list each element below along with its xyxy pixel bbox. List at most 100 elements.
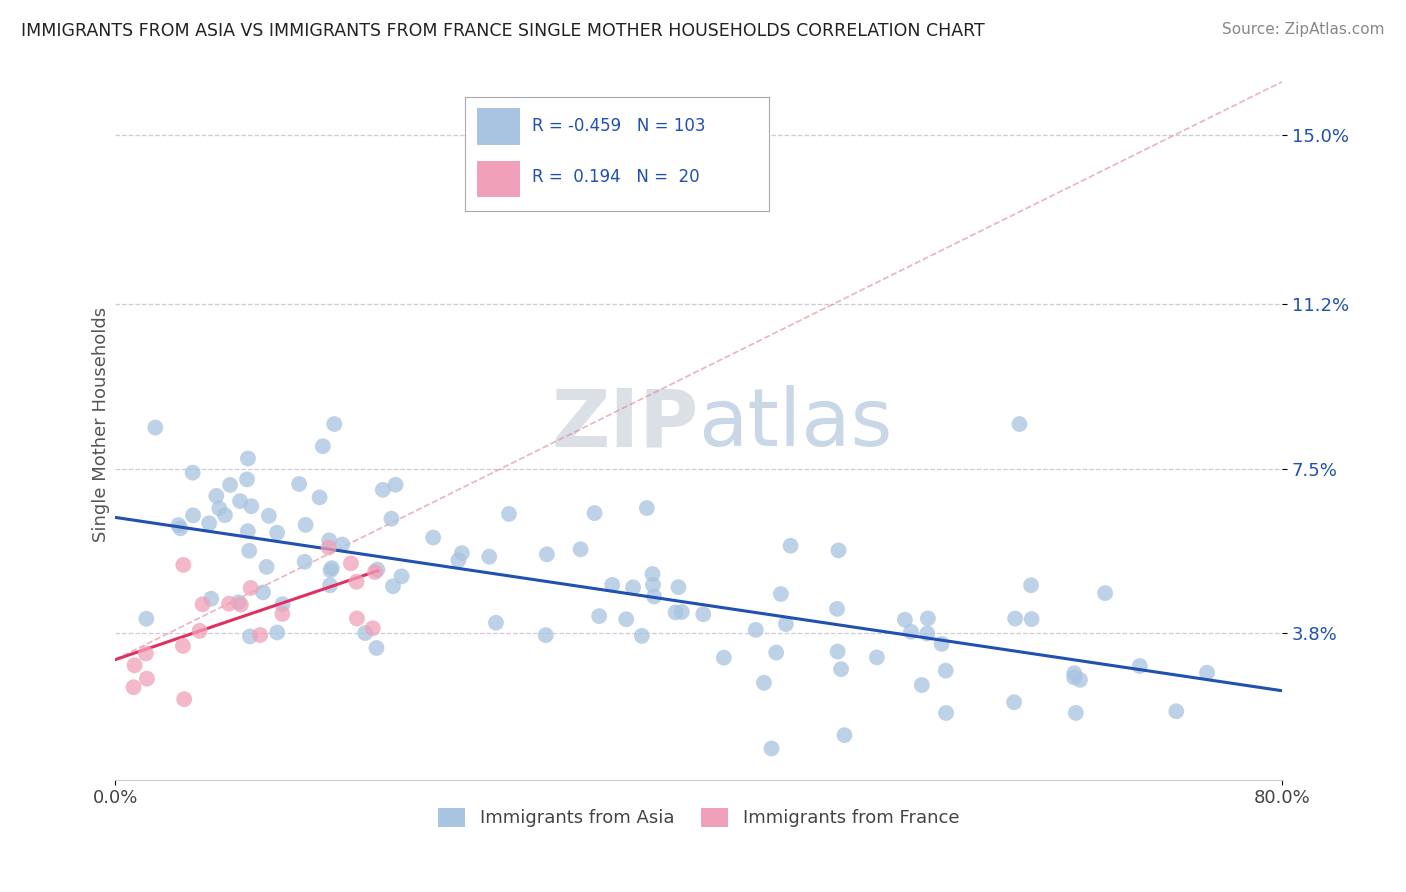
Point	[330, 538, 353, 552]
Point	[271, 597, 294, 611]
Point	[911, 678, 934, 692]
Point	[346, 611, 368, 625]
Point	[218, 597, 240, 611]
Point	[630, 629, 652, 643]
Point	[239, 629, 262, 643]
Point	[382, 579, 405, 593]
Point	[167, 518, 190, 533]
Point	[588, 609, 610, 624]
Point	[478, 549, 501, 564]
Point	[485, 615, 508, 630]
Point	[643, 590, 665, 604]
Point	[219, 478, 242, 492]
Point	[266, 625, 288, 640]
Point	[346, 574, 368, 589]
Point	[894, 613, 917, 627]
Point	[384, 477, 406, 491]
Point	[371, 483, 394, 497]
Point	[135, 612, 157, 626]
Point	[294, 555, 316, 569]
Text: IMMIGRANTS FROM ASIA VS IMMIGRANTS FROM FRANCE SINGLE MOTHER HOUSEHOLDS CORRELAT: IMMIGRANTS FROM ASIA VS IMMIGRANTS FROM …	[21, 22, 984, 40]
Point	[1064, 706, 1087, 720]
Point	[866, 650, 889, 665]
Point	[294, 517, 316, 532]
Point	[1004, 611, 1026, 625]
Point	[229, 494, 252, 508]
Point	[200, 591, 222, 606]
Point	[238, 543, 260, 558]
Point	[761, 741, 783, 756]
Point	[827, 543, 849, 558]
Point	[765, 646, 787, 660]
Point	[641, 567, 664, 582]
Point	[641, 578, 664, 592]
Point	[1166, 704, 1188, 718]
Point	[834, 728, 856, 742]
Point	[256, 560, 278, 574]
Point	[188, 624, 211, 638]
Point	[900, 624, 922, 639]
Point	[1008, 417, 1031, 431]
Point	[266, 525, 288, 540]
Point	[1002, 695, 1025, 709]
Point	[713, 650, 735, 665]
Point	[236, 524, 259, 539]
Point	[830, 662, 852, 676]
Point	[323, 417, 346, 431]
Point	[917, 611, 939, 625]
Point	[671, 605, 693, 619]
Point	[391, 569, 413, 583]
Point	[769, 587, 792, 601]
Point	[752, 675, 775, 690]
Point	[621, 580, 644, 594]
Point	[143, 420, 166, 434]
Point	[827, 644, 849, 658]
Point	[534, 628, 557, 642]
Point	[169, 521, 191, 535]
Point	[319, 578, 342, 592]
Point	[447, 553, 470, 567]
Point	[208, 501, 231, 516]
Point	[361, 621, 384, 635]
Point	[1063, 666, 1085, 681]
Point	[692, 607, 714, 622]
Point	[583, 506, 606, 520]
Point	[172, 639, 194, 653]
Point	[135, 672, 157, 686]
Point	[318, 541, 340, 555]
Point	[380, 512, 402, 526]
Point	[181, 466, 204, 480]
Point	[422, 531, 444, 545]
Point	[600, 578, 623, 592]
Point	[205, 489, 228, 503]
Point	[1069, 673, 1091, 687]
Point	[935, 664, 957, 678]
Point	[666, 580, 689, 594]
Point	[122, 680, 145, 694]
Point	[1021, 612, 1043, 626]
Text: atlas: atlas	[699, 385, 893, 463]
Point	[1195, 665, 1218, 680]
Point	[252, 585, 274, 599]
Point	[935, 706, 957, 720]
Point	[236, 472, 259, 486]
Point	[236, 451, 259, 466]
Point	[366, 640, 388, 655]
Y-axis label: Single Mother Households: Single Mother Households	[93, 307, 110, 541]
Text: ZIP: ZIP	[551, 385, 699, 463]
Point	[1019, 578, 1042, 592]
Text: Source: ZipAtlas.com: Source: ZipAtlas.com	[1222, 22, 1385, 37]
Point	[636, 501, 658, 516]
Point	[825, 602, 848, 616]
Point	[249, 628, 271, 642]
Point	[229, 598, 252, 612]
Point	[340, 557, 363, 571]
Point	[239, 581, 262, 595]
Point	[665, 606, 688, 620]
Point	[173, 692, 195, 706]
Point	[308, 491, 330, 505]
Point	[124, 658, 146, 673]
Point	[745, 623, 768, 637]
Point	[312, 439, 335, 453]
Point	[214, 508, 236, 523]
